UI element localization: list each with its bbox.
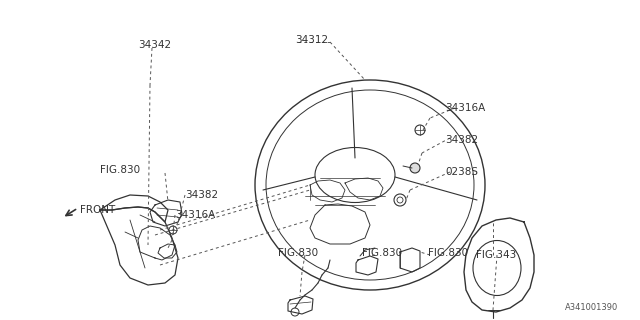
Text: A341001390: A341001390 bbox=[565, 303, 618, 312]
Text: FIG.830: FIG.830 bbox=[428, 248, 468, 258]
Text: 34316A: 34316A bbox=[445, 103, 485, 113]
Text: FIG.830: FIG.830 bbox=[100, 165, 140, 175]
Text: 34312: 34312 bbox=[295, 35, 328, 45]
Text: FIG.343: FIG.343 bbox=[476, 250, 516, 260]
Text: FIG.830: FIG.830 bbox=[362, 248, 402, 258]
Text: 34316A: 34316A bbox=[175, 210, 215, 220]
Text: 0238S: 0238S bbox=[445, 167, 478, 177]
Text: 34342: 34342 bbox=[138, 40, 171, 50]
Text: FRONT: FRONT bbox=[80, 205, 115, 215]
Text: FIG.830: FIG.830 bbox=[278, 248, 318, 258]
Circle shape bbox=[410, 163, 420, 173]
Text: 34382: 34382 bbox=[185, 190, 218, 200]
Text: 34382: 34382 bbox=[445, 135, 478, 145]
